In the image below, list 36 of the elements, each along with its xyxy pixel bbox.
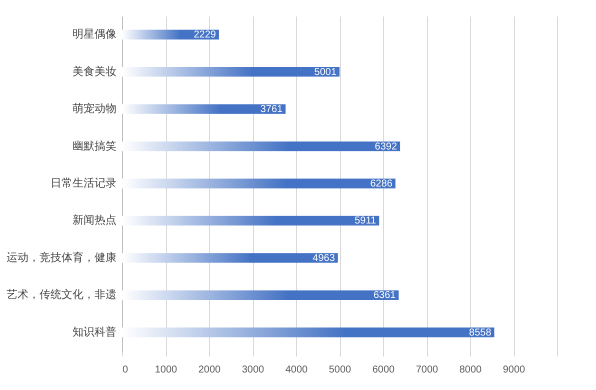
data-label: 2229 (194, 30, 216, 41)
x-tick-label: 9000 (502, 364, 526, 376)
bar (122, 104, 286, 114)
x-tick-label: 7000 (416, 364, 439, 376)
x-tick-label: 0 (122, 364, 128, 376)
data-label: 4963 (312, 252, 336, 264)
y-tick-label: 日常生活记录 (50, 176, 116, 190)
data-label: 5001 (314, 66, 337, 78)
x-tick-label: 1000 (154, 364, 178, 376)
y-tick-label: 运动，竞技体育，健康 (6, 250, 116, 264)
y-tick-label: 明星偶像 (72, 28, 116, 41)
bar (122, 178, 396, 188)
y-tick-label: 知识科普 (72, 325, 116, 338)
bar (122, 66, 340, 77)
x-tick-label: 5000 (328, 364, 352, 376)
y-tick-label: 新闻热点 (72, 214, 116, 227)
data-label: 5911 (354, 216, 377, 227)
x-tick-label: 2000 (198, 364, 222, 376)
y-tick-label: 幽默搞笑 (72, 139, 116, 152)
x-tick-label: 8000 (459, 364, 482, 376)
bar (122, 216, 380, 226)
data-label: 3761 (260, 104, 284, 116)
data-label: 6361 (373, 290, 396, 302)
x-tick-label: 4000 (285, 364, 308, 376)
y-tick-label: 萌宠动物 (72, 102, 116, 116)
data-label: 8558 (469, 327, 492, 338)
bar (122, 328, 494, 338)
y-tick-label: 美食美妆 (72, 64, 116, 78)
bar (122, 290, 399, 300)
x-tick-label: 6000 (372, 364, 396, 376)
data-label: 6392 (374, 141, 398, 152)
data-label: 6286 (370, 178, 393, 190)
x-tick-label: 3000 (242, 364, 265, 376)
y-tick-label: 艺术，传统文化，非遗 (6, 288, 116, 302)
bar (122, 141, 400, 152)
bar (122, 253, 338, 263)
